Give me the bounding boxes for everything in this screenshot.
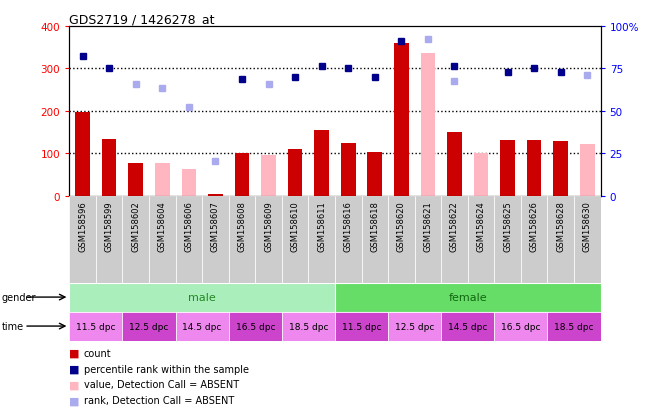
Text: GSM158611: GSM158611 (317, 201, 326, 251)
Bar (468, 196, 494, 283)
Text: GSM158628: GSM158628 (556, 201, 565, 251)
Text: GSM158599: GSM158599 (105, 201, 114, 251)
Text: GSM158606: GSM158606 (184, 201, 193, 251)
Bar (308, 196, 335, 283)
Text: ■: ■ (69, 380, 80, 389)
Bar (282, 196, 308, 283)
Bar (229, 312, 282, 341)
Bar (69, 196, 96, 283)
Bar (341, 143, 356, 196)
Bar (442, 312, 494, 341)
Bar (442, 196, 468, 283)
Bar (335, 312, 388, 341)
Bar (500, 141, 515, 196)
Bar (574, 196, 601, 283)
Bar (494, 312, 548, 341)
Text: GDS2719 / 1426278_at: GDS2719 / 1426278_at (69, 13, 214, 26)
Text: GSM158608: GSM158608 (238, 201, 246, 251)
Text: time: time (2, 321, 24, 331)
Text: 16.5 dpc: 16.5 dpc (236, 322, 275, 331)
Text: GSM158596: GSM158596 (78, 201, 87, 251)
Text: 14.5 dpc: 14.5 dpc (182, 322, 222, 331)
Text: GSM158607: GSM158607 (211, 201, 220, 251)
Bar (123, 312, 176, 341)
Bar (580, 145, 595, 196)
Text: 11.5 dpc: 11.5 dpc (76, 322, 116, 331)
Text: ■: ■ (69, 348, 80, 358)
Bar (388, 196, 414, 283)
Text: 12.5 dpc: 12.5 dpc (395, 322, 434, 331)
Bar (235, 154, 249, 196)
Text: GSM158626: GSM158626 (530, 201, 539, 251)
Bar (527, 141, 541, 196)
Text: 18.5 dpc: 18.5 dpc (554, 322, 594, 331)
Text: GSM158604: GSM158604 (158, 201, 167, 251)
Bar (474, 154, 488, 196)
Text: 14.5 dpc: 14.5 dpc (448, 322, 488, 331)
Bar (155, 163, 170, 196)
Bar (261, 156, 276, 196)
Bar (228, 196, 255, 283)
Bar (420, 55, 435, 196)
Bar (176, 196, 202, 283)
Bar (208, 194, 222, 196)
Text: GSM158624: GSM158624 (477, 201, 486, 251)
Text: ■: ■ (69, 395, 80, 405)
Bar (394, 44, 409, 196)
Bar (102, 140, 116, 196)
Bar (176, 312, 228, 341)
Text: 12.5 dpc: 12.5 dpc (129, 322, 169, 331)
Bar (388, 312, 442, 341)
Bar (548, 196, 574, 283)
Bar (96, 196, 123, 283)
Bar (368, 152, 382, 196)
Text: count: count (84, 348, 112, 358)
Text: GSM158620: GSM158620 (397, 201, 406, 251)
Bar (335, 196, 362, 283)
Bar (554, 142, 568, 196)
Text: ■: ■ (69, 364, 80, 374)
Text: GSM158625: GSM158625 (503, 201, 512, 251)
Text: value, Detection Call = ABSENT: value, Detection Call = ABSENT (84, 380, 239, 389)
Bar (521, 196, 548, 283)
Bar (335, 283, 601, 312)
Bar (182, 170, 196, 196)
Bar (69, 312, 123, 341)
Text: rank, Detection Call = ABSENT: rank, Detection Call = ABSENT (84, 395, 234, 405)
Bar (123, 196, 149, 283)
Text: GSM158622: GSM158622 (450, 201, 459, 251)
Bar (149, 196, 176, 283)
Text: GSM158610: GSM158610 (290, 201, 300, 251)
Bar (202, 196, 228, 283)
Bar (75, 113, 90, 196)
Text: GSM158602: GSM158602 (131, 201, 140, 251)
Bar (69, 283, 335, 312)
Text: GSM158621: GSM158621 (424, 201, 432, 251)
Bar (494, 196, 521, 283)
Text: 16.5 dpc: 16.5 dpc (501, 322, 541, 331)
Bar (362, 196, 388, 283)
Text: GSM158616: GSM158616 (344, 201, 352, 251)
Text: GSM158618: GSM158618 (370, 201, 380, 251)
Text: 11.5 dpc: 11.5 dpc (342, 322, 381, 331)
Text: 18.5 dpc: 18.5 dpc (288, 322, 328, 331)
Text: female: female (448, 292, 487, 302)
Text: gender: gender (2, 292, 36, 302)
Bar (282, 312, 335, 341)
Bar (548, 312, 601, 341)
Text: GSM158609: GSM158609 (264, 201, 273, 251)
Text: male: male (188, 292, 216, 302)
Bar (255, 196, 282, 283)
Bar (314, 131, 329, 196)
Bar (414, 196, 442, 283)
Bar (288, 150, 302, 196)
Bar (129, 164, 143, 196)
Text: GSM158630: GSM158630 (583, 201, 592, 251)
Text: percentile rank within the sample: percentile rank within the sample (84, 364, 249, 374)
Bar (447, 133, 462, 196)
